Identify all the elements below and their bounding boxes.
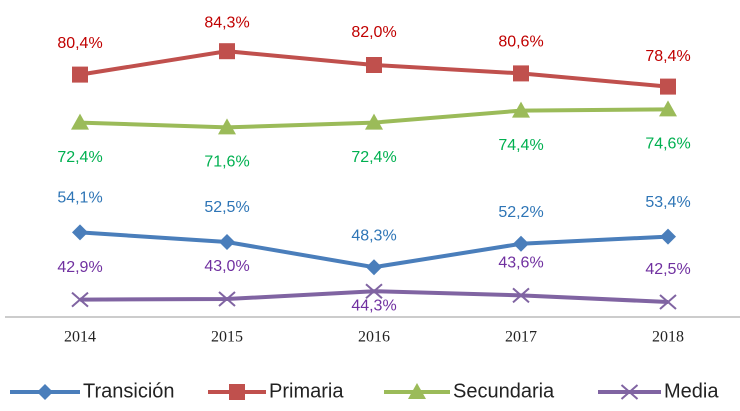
data-label: 71,6% [204, 154, 249, 171]
data-label: 74,6% [645, 136, 690, 153]
data-label: 44,3% [351, 297, 396, 314]
data-label: 53,4% [645, 194, 690, 211]
data-point [659, 100, 677, 117]
data-point [659, 294, 677, 310]
legend-marker [620, 384, 639, 400]
data-point [219, 43, 235, 60]
data-label: 54,1% [57, 190, 102, 207]
data-point [513, 235, 529, 252]
data-point [71, 113, 89, 130]
legend-label: Primaria [269, 380, 344, 402]
data-point [513, 65, 529, 82]
data-point [72, 224, 88, 241]
data-label: 42,9% [57, 259, 102, 276]
data-point [365, 113, 383, 130]
legend-label: Secundaria [453, 380, 555, 402]
data-label: 72,4% [351, 149, 396, 166]
data-point [219, 234, 235, 250]
legend-label: Transición [83, 380, 175, 402]
data-label: 84,3% [204, 14, 249, 31]
data-point [660, 78, 676, 95]
data-point [512, 287, 530, 304]
x-tick-label: 2018 [652, 329, 684, 346]
data-label: 42,5% [645, 261, 690, 278]
data-label: 78,4% [645, 48, 690, 65]
legend-marker [408, 383, 426, 399]
legend-marker [37, 384, 53, 400]
data-point [366, 57, 382, 73]
data-point [365, 283, 383, 299]
x-tick-label: 2016 [358, 329, 390, 346]
data-label: 74,4% [498, 137, 543, 154]
data-label: 82,0% [351, 24, 396, 41]
data-label: 72,4% [57, 149, 102, 166]
legend-label: Media [664, 380, 719, 402]
data-point [71, 291, 89, 308]
data-point [512, 101, 530, 118]
data-label: 52,2% [498, 204, 543, 221]
x-tick-label: 2014 [64, 329, 96, 346]
x-tick-label: 2015 [211, 329, 243, 346]
data-point [660, 228, 676, 245]
data-label: 52,5% [204, 199, 249, 216]
data-label: 43,0% [204, 258, 249, 275]
data-label: 43,6% [498, 255, 543, 272]
data-label: 80,6% [498, 34, 543, 51]
data-point [218, 291, 236, 307]
x-tick-label: 2017 [505, 329, 537, 346]
data-point [72, 66, 88, 83]
data-point [366, 259, 382, 276]
legend-marker [229, 384, 245, 400]
data-label: 80,4% [57, 35, 102, 52]
data-label: 48,3% [351, 227, 396, 244]
data-point [218, 118, 236, 135]
